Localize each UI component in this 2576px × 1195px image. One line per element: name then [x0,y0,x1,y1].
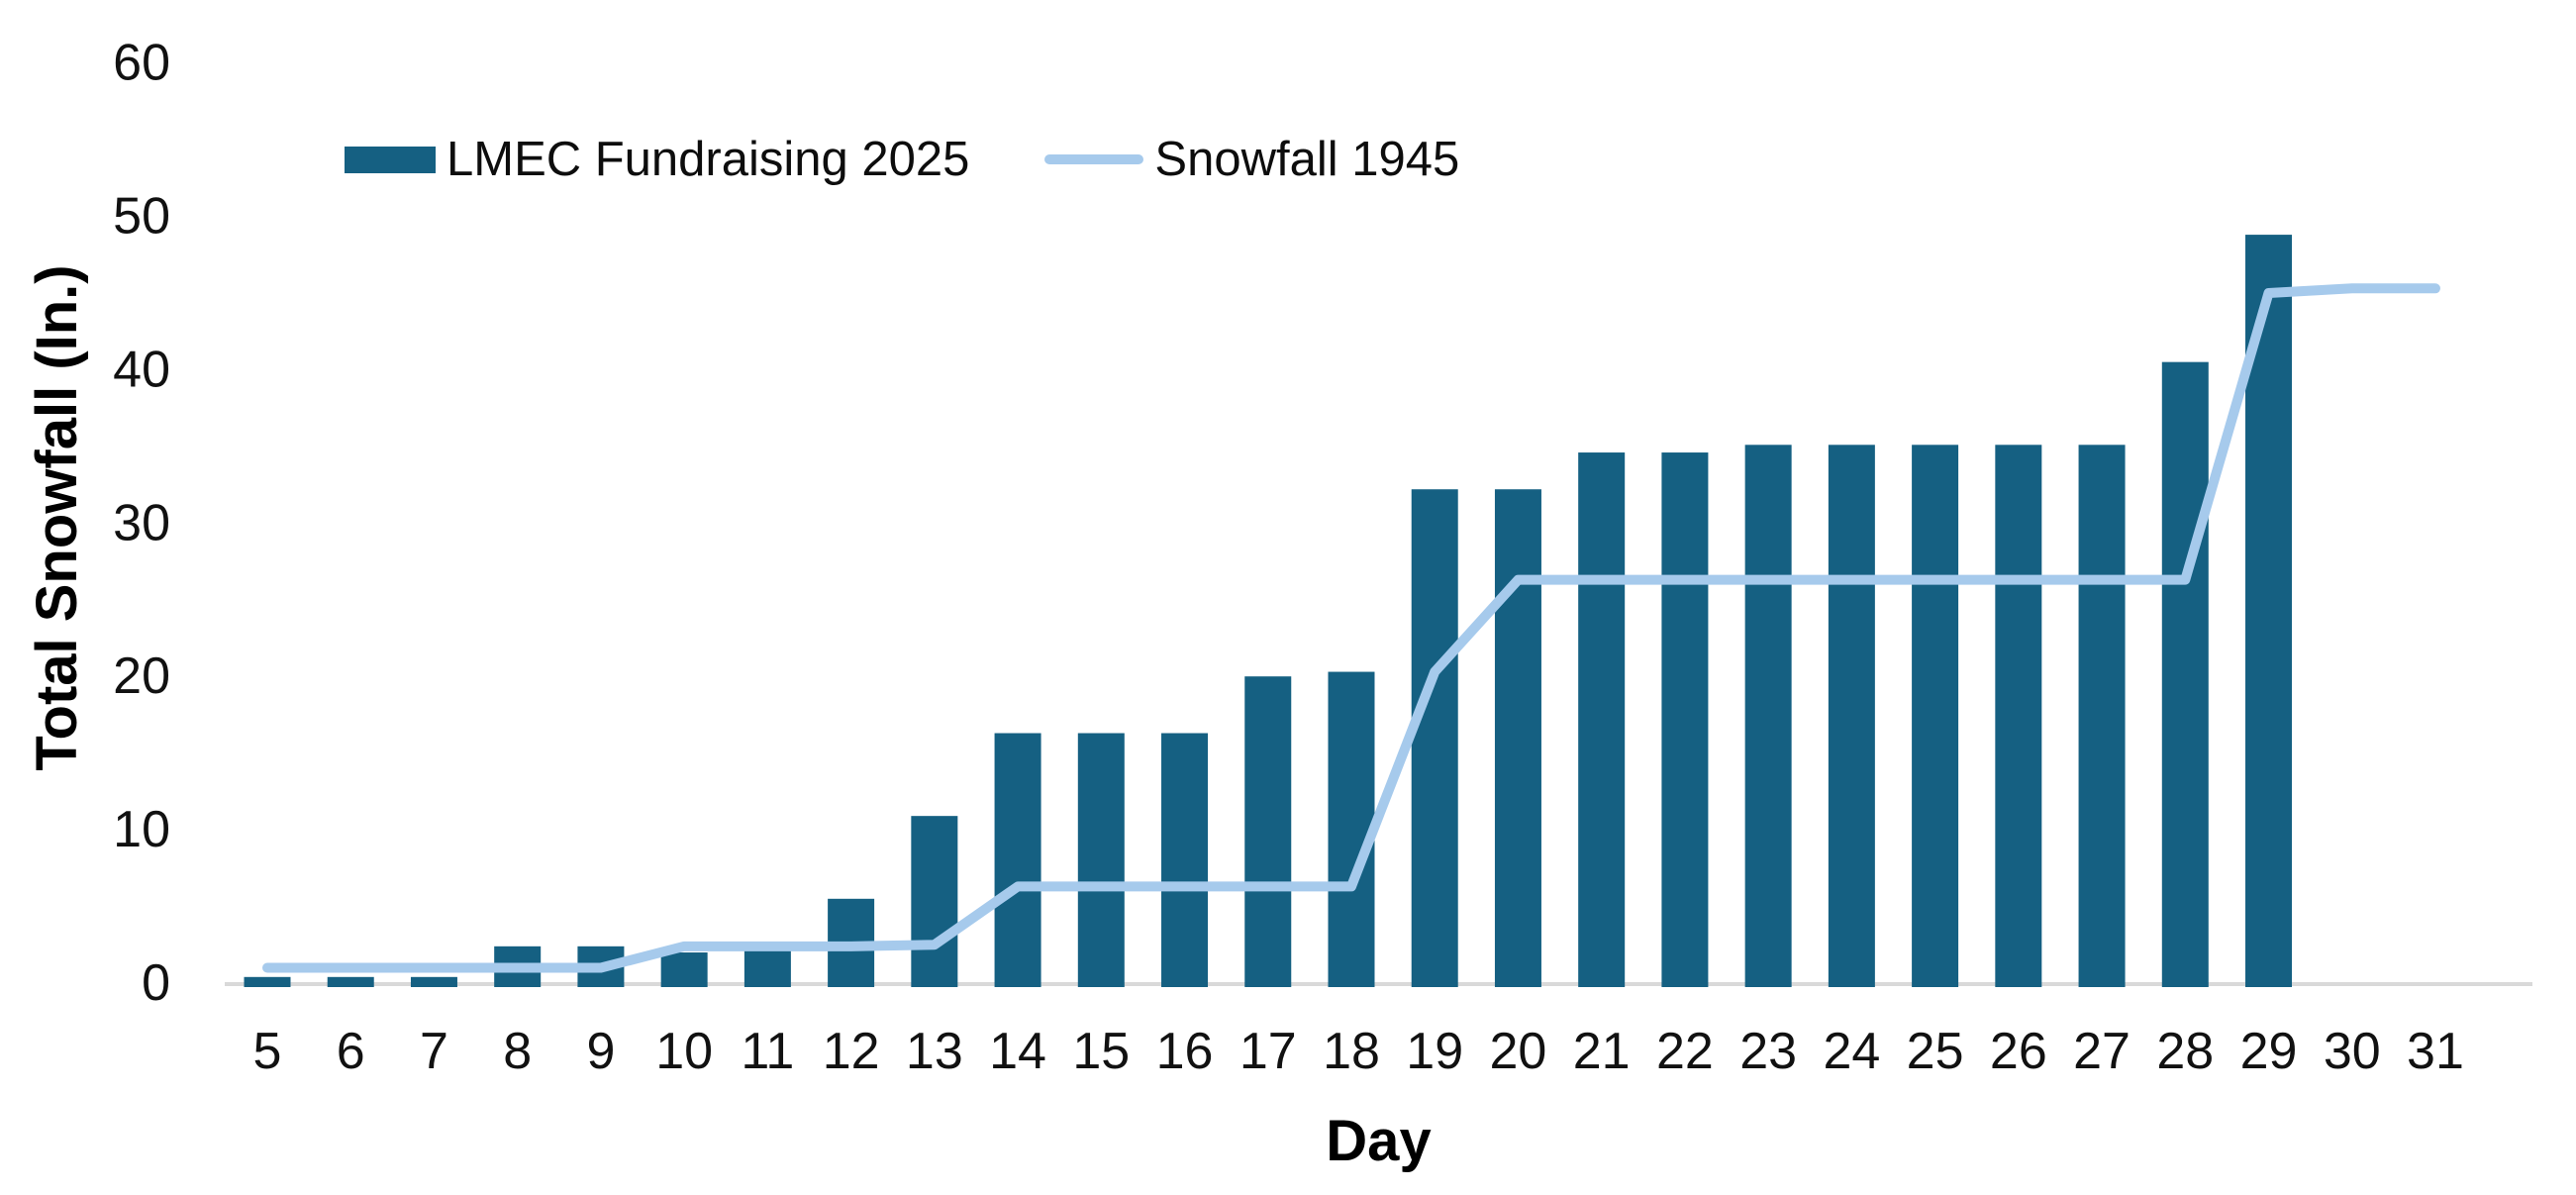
bar-day-7 [410,976,457,987]
bar-day-15 [1077,733,1125,987]
x-tick-label-8: 8 [503,1023,532,1080]
x-tick-label-7: 7 [420,1023,448,1080]
x-tick-label-13: 13 [906,1023,963,1080]
legend-line-label: Snowfall 1945 [1154,133,1460,186]
bar-day-19 [1411,489,1458,987]
x-tick-label-15: 15 [1072,1023,1130,1080]
bar-day-20 [1494,489,1541,987]
y-tick-label-20: 20 [113,647,170,705]
x-tick-label-12: 12 [823,1023,880,1080]
x-tick-label-9: 9 [586,1023,615,1080]
y-tick-label-50: 50 [113,188,170,246]
x-tick-label-30: 30 [2324,1023,2381,1080]
x-tick-label-11: 11 [741,1023,794,1080]
y-tick-label-30: 30 [113,494,170,551]
x-axis-title: Day [1326,1109,1432,1173]
y-tick-label-60: 60 [113,35,170,92]
line-snowfall-1945 [262,283,2440,973]
bar-day-11 [743,948,791,987]
legend-line-swatch [1044,154,1144,164]
bar-day-28 [2161,361,2209,987]
x-tick-label-29: 29 [2240,1023,2298,1080]
x-tick-label-22: 22 [1656,1023,1714,1080]
x-tick-label-16: 16 [1156,1023,1214,1080]
x-tick-label-31: 31 [2407,1023,2464,1080]
y-tick-label-40: 40 [113,341,170,398]
bar-day-10 [660,952,708,987]
bar-day-6 [327,976,374,987]
bar-day-17 [1244,676,1292,987]
x-tick-label-20: 20 [1490,1023,1547,1080]
bar-day-26 [1995,445,2042,987]
bar-day-27 [2078,445,2126,987]
bar-day-14 [994,733,1041,987]
legend-bar-label: LMEC Fundraising 2025 [446,133,970,186]
bar-day-22 [1661,452,1709,987]
bar-day-21 [1578,452,1626,987]
bar-day-5 [244,976,291,987]
legend-bar-swatch [345,146,436,173]
x-tick-label-5: 5 [253,1023,282,1080]
x-tick-label-23: 23 [1739,1023,1797,1080]
x-tick-label-17: 17 [1239,1023,1297,1080]
x-tick-label-18: 18 [1323,1023,1380,1080]
x-tick-label-24: 24 [1823,1023,1880,1080]
bar-day-25 [1912,445,1959,987]
x-tick-label-28: 28 [2156,1023,2214,1080]
bar-day-18 [1328,671,1375,987]
legend: LMEC Fundraising 2025 Snowfall 1945 [345,133,1459,186]
bar-day-23 [1744,445,1792,987]
x-tick-label-27: 27 [2073,1023,2130,1080]
y-tick-label-10: 10 [113,801,170,858]
x-tick-label-25: 25 [1907,1023,1964,1080]
x-tick-label-21: 21 [1573,1023,1631,1080]
y-tick-label-0: 0 [142,954,170,1012]
y-axis-title: Total Snowfall (In.) [25,264,89,771]
bar-day-16 [1161,733,1209,987]
x-tick-label-19: 19 [1406,1023,1463,1080]
bar-day-24 [1828,445,1875,987]
x-tick-label-26: 26 [1990,1023,2047,1080]
x-tick-label-10: 10 [655,1023,713,1080]
x-tick-label-6: 6 [337,1023,365,1080]
x-tick-label-14: 14 [989,1023,1046,1080]
bar-day-13 [911,816,958,987]
